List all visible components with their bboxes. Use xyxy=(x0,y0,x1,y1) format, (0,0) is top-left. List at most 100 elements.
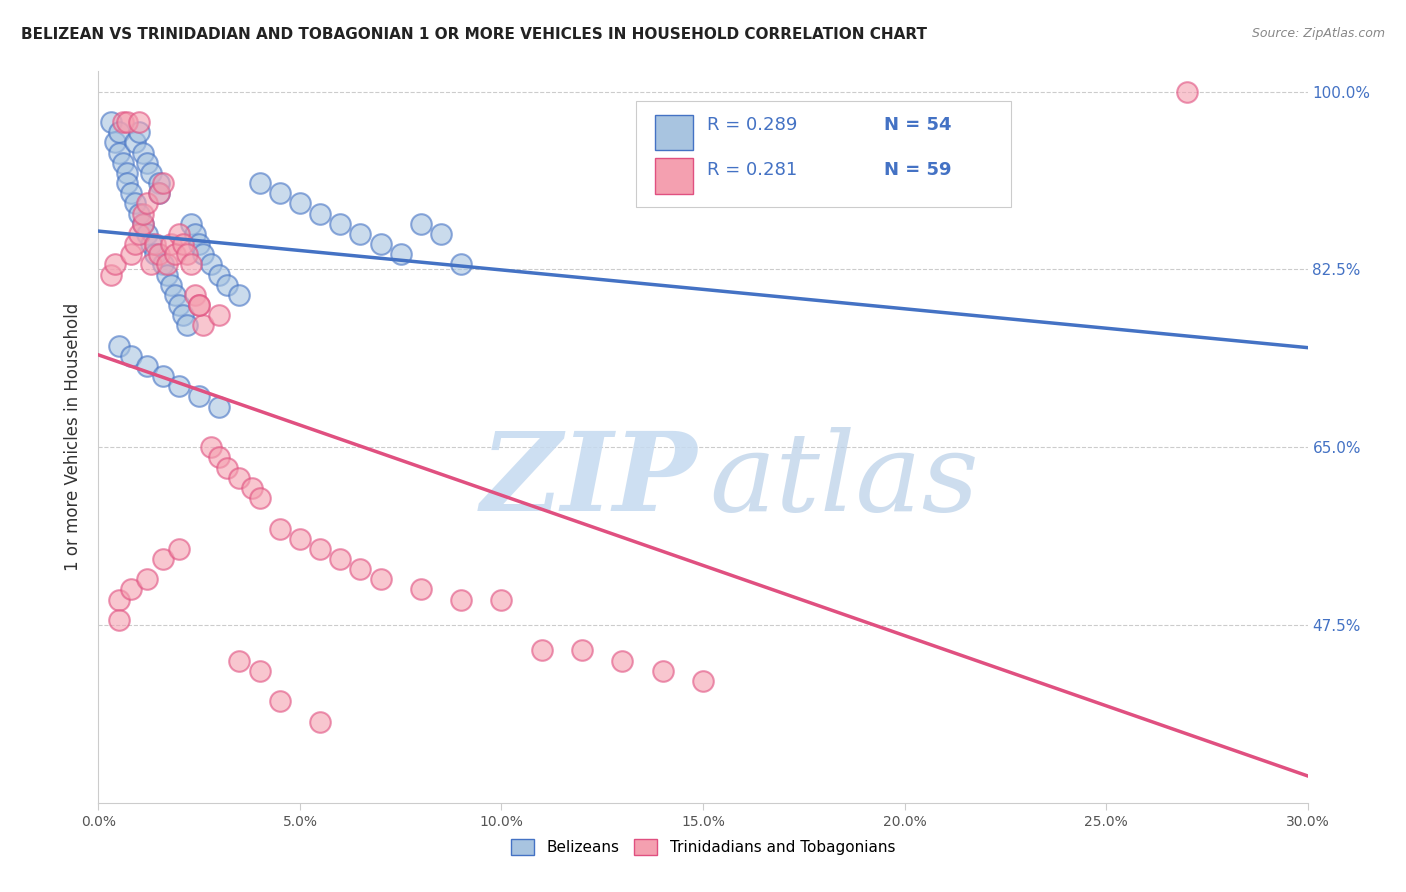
Point xyxy=(193,247,215,261)
Text: atlas: atlas xyxy=(709,427,979,534)
Point xyxy=(188,298,211,312)
Point xyxy=(370,572,392,586)
Point xyxy=(228,288,250,302)
Point xyxy=(240,481,263,495)
Point xyxy=(571,643,593,657)
Point xyxy=(288,532,311,546)
Point xyxy=(132,217,155,231)
Point xyxy=(120,349,142,363)
Point xyxy=(107,145,129,160)
Point xyxy=(450,592,472,607)
Point xyxy=(184,227,207,241)
Point xyxy=(107,339,129,353)
Point xyxy=(200,257,222,271)
Point xyxy=(103,136,125,150)
Point xyxy=(329,217,352,231)
Point xyxy=(370,237,392,252)
Point xyxy=(160,277,183,292)
Point xyxy=(128,206,150,220)
Point xyxy=(228,654,250,668)
Point xyxy=(172,237,194,252)
Point xyxy=(163,247,186,261)
Point xyxy=(176,247,198,261)
Text: Source: ZipAtlas.com: Source: ZipAtlas.com xyxy=(1251,27,1385,40)
Point xyxy=(115,115,138,129)
Point xyxy=(217,460,239,475)
Point xyxy=(288,196,311,211)
Point xyxy=(188,298,211,312)
Point xyxy=(111,155,134,169)
Point xyxy=(309,714,332,729)
Point xyxy=(111,115,134,129)
Bar xyxy=(655,114,693,150)
Point xyxy=(208,400,231,414)
Point xyxy=(430,227,453,241)
Point xyxy=(184,288,207,302)
Point xyxy=(103,257,125,271)
Point xyxy=(163,288,186,302)
Point xyxy=(167,379,190,393)
Point xyxy=(193,318,215,333)
Point xyxy=(269,186,291,201)
Point xyxy=(530,643,553,657)
Point xyxy=(692,673,714,688)
Point xyxy=(188,389,211,403)
Point xyxy=(156,268,179,282)
Point xyxy=(143,237,166,252)
Point xyxy=(100,268,122,282)
Point xyxy=(128,125,150,139)
Text: N = 59: N = 59 xyxy=(884,161,952,179)
Point xyxy=(249,176,271,190)
Point xyxy=(309,541,332,556)
Point xyxy=(1175,85,1198,99)
Point xyxy=(176,318,198,333)
Point xyxy=(120,247,142,261)
Point xyxy=(139,166,162,180)
Text: R = 0.281: R = 0.281 xyxy=(707,161,797,179)
Text: R = 0.289: R = 0.289 xyxy=(707,116,797,134)
Point xyxy=(132,206,155,220)
Point xyxy=(172,308,194,322)
Point xyxy=(409,217,432,231)
Point xyxy=(124,237,146,252)
Point xyxy=(249,491,271,505)
Point xyxy=(208,450,231,465)
Point xyxy=(200,440,222,454)
Point xyxy=(160,237,183,252)
Point xyxy=(269,521,291,535)
Point xyxy=(128,227,150,241)
Point xyxy=(135,155,157,169)
Point xyxy=(148,247,170,261)
Point xyxy=(167,227,190,241)
Point xyxy=(152,552,174,566)
Point xyxy=(132,217,155,231)
Point xyxy=(152,369,174,384)
Point xyxy=(115,166,138,180)
Point xyxy=(107,125,129,139)
Point xyxy=(269,694,291,708)
Point xyxy=(167,541,190,556)
Point xyxy=(152,257,174,271)
Bar xyxy=(655,159,693,194)
Point xyxy=(180,257,202,271)
Point xyxy=(450,257,472,271)
Point xyxy=(107,613,129,627)
Point xyxy=(135,227,157,241)
Point xyxy=(389,247,412,261)
Point xyxy=(139,237,162,252)
Point xyxy=(180,217,202,231)
Text: ZIP: ZIP xyxy=(481,427,697,534)
Point xyxy=(329,552,352,566)
Point xyxy=(309,206,332,220)
Point xyxy=(208,308,231,322)
Point xyxy=(124,136,146,150)
Point xyxy=(217,277,239,292)
Point xyxy=(349,227,371,241)
Point xyxy=(156,257,179,271)
Point xyxy=(135,572,157,586)
Point xyxy=(148,186,170,201)
Point xyxy=(409,582,432,597)
Point xyxy=(208,268,231,282)
Point xyxy=(143,247,166,261)
Point xyxy=(152,176,174,190)
